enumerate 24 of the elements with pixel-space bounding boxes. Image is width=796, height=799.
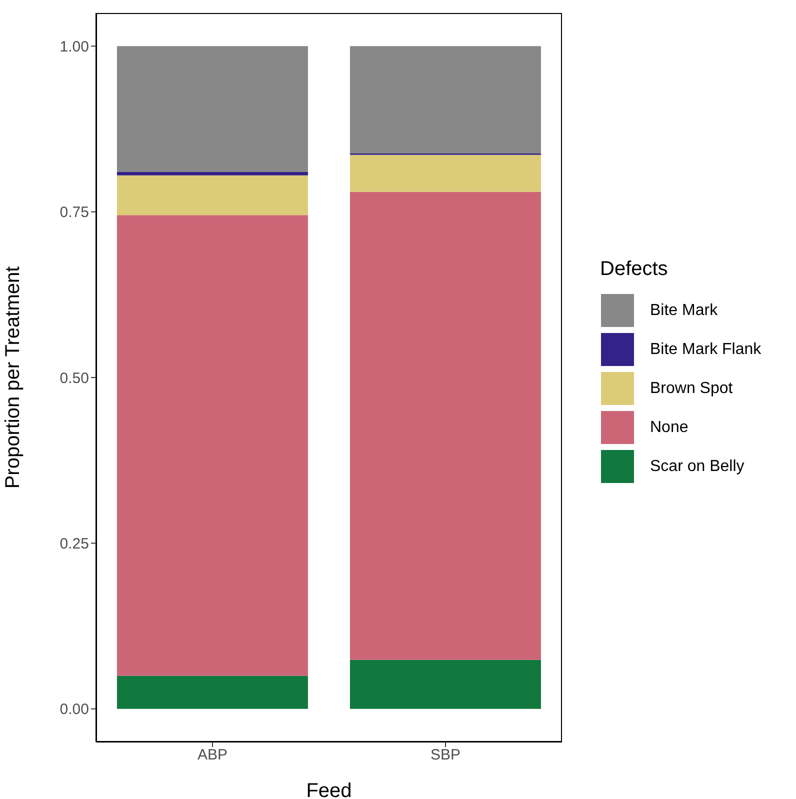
bar (350, 192, 541, 660)
y-axis-title: Proportion per Treatment (2, 266, 24, 489)
legend-label: Bite Mark (650, 302, 718, 320)
bar (350, 660, 541, 709)
legend-label: Bite Mark Flank (650, 340, 762, 358)
bar (116, 172, 308, 176)
y-tick-label: 0.00 (60, 701, 89, 718)
bar (116, 46, 308, 172)
bar (350, 46, 541, 154)
legend-label: Scar on Belly (650, 458, 744, 476)
bar (350, 154, 541, 192)
y-tick-label: 0.50 (60, 370, 89, 387)
bar (116, 175, 308, 216)
y-tick-label: 0.75 (60, 204, 89, 222)
legend-label: Brown Spot (650, 380, 733, 398)
bar (116, 676, 308, 709)
legend-title: Defects (600, 258, 669, 281)
y-tick-label: 1.00 (60, 38, 89, 56)
x-tick-label: ABP (197, 746, 228, 764)
bar (116, 215, 308, 676)
x-tick-label: SBP (430, 746, 461, 764)
y-tick-label: 0.25 (60, 536, 89, 553)
text: None (650, 418, 688, 436)
x-axis-title: Feed (306, 780, 352, 799)
